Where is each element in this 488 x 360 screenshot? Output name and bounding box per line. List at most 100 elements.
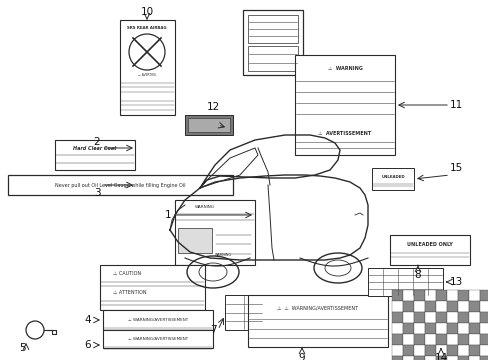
Text: ⚠  ⚠  WARNING/AVERTISSEMENT: ⚠ ⚠ WARNING/AVERTISSEMENT	[277, 306, 358, 310]
Bar	[367, 268, 442, 296]
Bar	[479, 345, 488, 356]
Bar	[446, 345, 457, 356]
Bar	[402, 334, 413, 345]
Bar	[479, 290, 488, 301]
Bar	[435, 301, 446, 312]
Bar	[457, 290, 468, 301]
Bar	[479, 312, 488, 323]
Text: 6: 6	[84, 340, 91, 350]
Bar	[100, 265, 204, 310]
Bar	[468, 323, 479, 334]
Text: SRS REAR AIRBAG: SRS REAR AIRBAG	[127, 26, 166, 30]
Text: 12: 12	[206, 102, 219, 112]
Bar	[446, 323, 457, 334]
Bar	[402, 323, 413, 334]
Bar	[413, 301, 424, 312]
Bar	[424, 290, 435, 301]
Bar	[435, 334, 446, 345]
Bar	[247, 46, 297, 71]
Text: 4: 4	[84, 315, 91, 325]
Text: 2: 2	[94, 137, 100, 147]
Text: 9: 9	[298, 353, 305, 360]
Bar	[479, 301, 488, 312]
Bar	[391, 334, 402, 345]
Bar	[8, 175, 232, 195]
Bar	[371, 168, 413, 190]
Bar	[413, 345, 424, 356]
Bar	[446, 301, 457, 312]
Bar	[446, 290, 457, 301]
Bar	[457, 356, 468, 360]
Bar	[435, 323, 446, 334]
Bar	[243, 10, 303, 75]
Bar	[479, 323, 488, 334]
Bar	[120, 20, 175, 115]
Text: ⚠ AVERTISS.: ⚠ AVERTISS.	[137, 73, 156, 77]
Bar	[457, 345, 468, 356]
Bar	[391, 290, 402, 301]
Bar	[468, 345, 479, 356]
Bar	[391, 323, 402, 334]
Text: ⚠ ATTENTION: ⚠ ATTENTION	[113, 289, 146, 294]
Bar	[413, 356, 424, 360]
Text: ⚠ WARNING/AVERTISSEMENT: ⚠ WARNING/AVERTISSEMENT	[128, 318, 188, 322]
Text: ⚠  AVERTISSEMENT: ⚠ AVERTISSEMENT	[318, 130, 371, 135]
Text: UNLEADED ONLY: UNLEADED ONLY	[406, 242, 452, 247]
Bar	[468, 356, 479, 360]
Text: 8: 8	[414, 270, 421, 280]
Bar	[224, 295, 263, 330]
Bar	[175, 200, 254, 265]
Bar	[247, 295, 387, 347]
Text: ⚠ WARNING/AVERTISSEMENT: ⚠ WARNING/AVERTISSEMENT	[128, 337, 188, 341]
Bar	[424, 356, 435, 360]
Bar	[457, 334, 468, 345]
Bar	[413, 290, 424, 301]
Text: WARNING: WARNING	[195, 205, 215, 209]
Text: 3: 3	[94, 188, 100, 198]
Bar	[178, 228, 212, 253]
Bar	[457, 312, 468, 323]
Bar	[391, 356, 402, 360]
Text: WARNING: WARNING	[215, 253, 232, 257]
Bar	[457, 323, 468, 334]
Bar	[479, 334, 488, 345]
Bar	[446, 312, 457, 323]
Bar	[468, 334, 479, 345]
Bar	[446, 334, 457, 345]
Bar	[435, 312, 446, 323]
Bar	[402, 312, 413, 323]
Bar	[435, 356, 446, 360]
Bar	[103, 330, 213, 348]
Bar	[457, 301, 468, 312]
Text: ⚠  WARNING: ⚠ WARNING	[327, 66, 362, 71]
Bar	[55, 140, 135, 170]
Bar	[402, 301, 413, 312]
Bar	[184, 115, 232, 135]
Text: UNLEADED: UNLEADED	[381, 175, 404, 179]
Bar	[413, 323, 424, 334]
Text: 15: 15	[448, 163, 462, 173]
Text: Never pull out Oil Level Gauge while filling Engine Oil: Never pull out Oil Level Gauge while fil…	[55, 183, 185, 188]
Text: 5: 5	[19, 343, 25, 353]
Bar	[402, 290, 413, 301]
Bar	[424, 345, 435, 356]
Text: 14: 14	[433, 353, 447, 360]
Bar	[468, 312, 479, 323]
Bar	[424, 323, 435, 334]
Bar	[389, 235, 469, 265]
Text: ⚠ CAUTION: ⚠ CAUTION	[113, 270, 141, 275]
Bar	[479, 356, 488, 360]
Bar	[468, 290, 479, 301]
Bar	[424, 312, 435, 323]
Bar	[402, 345, 413, 356]
Bar	[424, 334, 435, 345]
Bar	[402, 356, 413, 360]
Text: 11: 11	[448, 100, 462, 110]
Text: 13: 13	[448, 277, 462, 287]
Bar	[391, 301, 402, 312]
Bar	[187, 118, 229, 132]
Bar	[446, 356, 457, 360]
Bar	[424, 301, 435, 312]
Text: Hard Clear Coat: Hard Clear Coat	[73, 145, 117, 150]
Bar	[468, 301, 479, 312]
